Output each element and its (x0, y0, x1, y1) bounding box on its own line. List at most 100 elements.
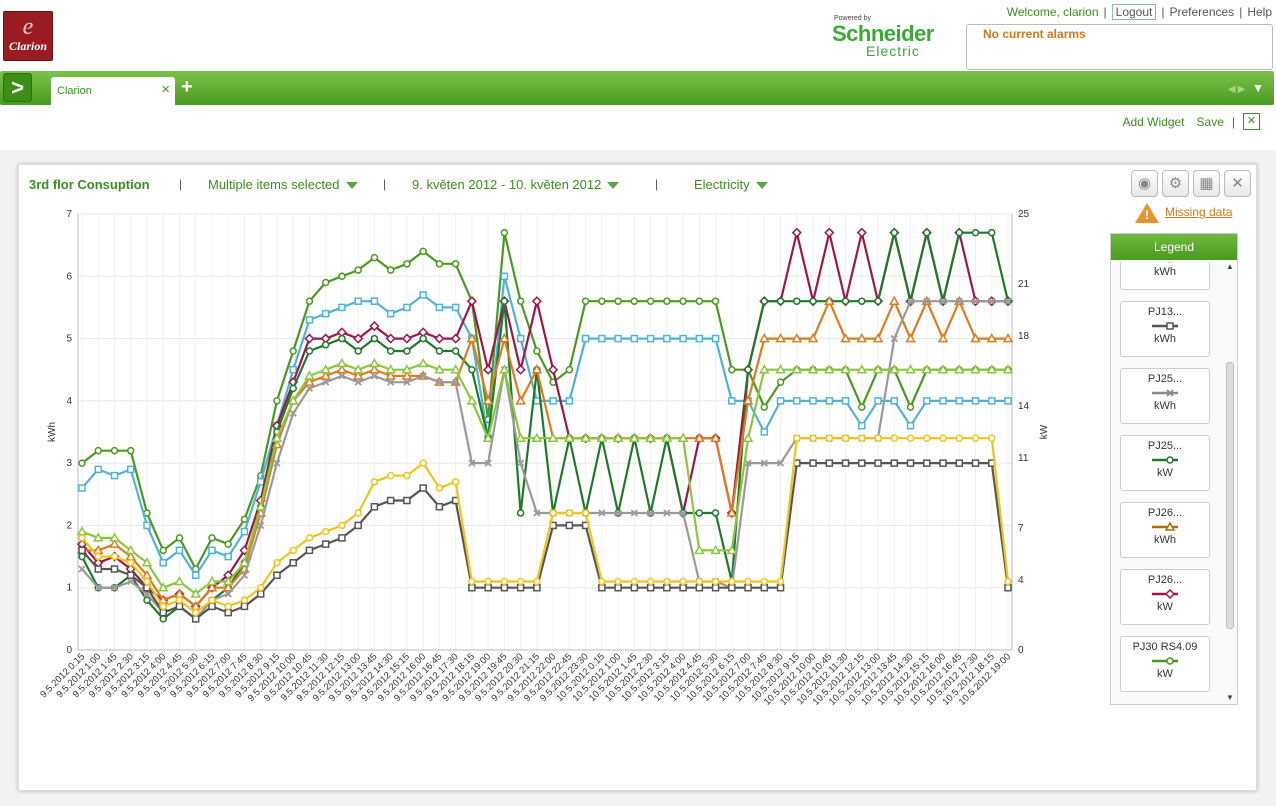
data-point (386, 471, 395, 480)
scroll-left-icon[interactable]: ◀ (1227, 84, 1238, 95)
nav-toggle-button[interactable]: > (3, 73, 32, 102)
logout-link[interactable]: Logout (1111, 4, 1157, 20)
close-widget-button[interactable]: ✕ (1224, 170, 1251, 197)
tab-menu-icon[interactable]: ▼ (1252, 81, 1266, 95)
view-button[interactable]: ◉ (1131, 170, 1158, 197)
data-point (403, 471, 411, 480)
data-point (94, 465, 102, 474)
data-point (793, 397, 801, 405)
add-widget-link[interactable]: Add Widget (1122, 114, 1185, 129)
data-point (385, 370, 396, 380)
data-point (614, 297, 622, 305)
data-point (793, 297, 801, 305)
data-point (419, 291, 427, 299)
date-range-dropdown[interactable]: 9. květen 2012 - 10. květen 2012 (412, 177, 620, 192)
data-point (906, 422, 915, 430)
y-tick-label: 3 (66, 458, 72, 469)
data-point (401, 333, 412, 344)
legend-scrollbar[interactable]: ▲ ▼ (1225, 262, 1235, 702)
data-point (191, 615, 200, 623)
data-point (386, 266, 395, 274)
data-point (78, 459, 86, 467)
data-point (679, 577, 687, 586)
data-point (435, 347, 444, 355)
data-point (531, 432, 543, 442)
legend-item[interactable]: PJ25... kWh (1120, 368, 1210, 424)
save-link[interactable]: Save (1196, 114, 1224, 129)
data-point (273, 397, 281, 405)
data-point (923, 297, 931, 305)
legend-item[interactable]: PJ13...kWh (1120, 301, 1210, 357)
data-point (710, 432, 721, 442)
data-point (222, 582, 234, 592)
legend-item[interactable]: PJ26... kW (1120, 569, 1210, 625)
data-point (533, 583, 541, 592)
data-point (598, 334, 606, 343)
data-point (614, 509, 622, 517)
chevron-down-icon (607, 182, 620, 190)
data-point (728, 365, 736, 374)
data-point (403, 303, 411, 312)
data-point (208, 534, 216, 542)
tab-clarion[interactable]: Clarion × (51, 77, 175, 105)
add-tab-button[interactable]: + (181, 76, 193, 98)
warning-icon: ! (1135, 203, 1159, 223)
data-point (435, 502, 444, 511)
scroll-up-icon[interactable]: ▲ (1226, 262, 1234, 271)
help-link[interactable]: Help (1247, 5, 1272, 19)
commodity-dropdown[interactable]: Electricity (694, 177, 768, 192)
data-point (905, 333, 916, 343)
scrollbar-thumb[interactable] (1226, 362, 1234, 629)
data-point (304, 370, 315, 380)
data-point (565, 521, 574, 530)
legend-item[interactable]: PJ26... kWh (1120, 502, 1210, 558)
data-point (939, 297, 947, 305)
data-point (354, 378, 362, 386)
data-point (971, 228, 980, 237)
data-point (321, 341, 330, 349)
legend-item[interactable]: PJ25... kW (1120, 435, 1210, 491)
data-point (858, 403, 866, 411)
chevron-down-icon (345, 182, 358, 190)
scroll-right-icon[interactable]: ▶ (1237, 84, 1248, 95)
data-point (791, 364, 803, 374)
data-point (321, 278, 330, 287)
data-point (565, 397, 574, 405)
chevron-right-icon: > (11, 75, 24, 100)
data-point (679, 509, 687, 517)
items-dropdown[interactable]: Multiple items selected (208, 177, 358, 192)
data-point (370, 372, 379, 380)
data-point (354, 266, 362, 274)
data-point (533, 509, 541, 517)
legend-item[interactable]: PJ30 RS4.09 kW (1120, 636, 1210, 692)
legend-item-name: PJ26... (1147, 574, 1183, 586)
data-point (598, 509, 606, 517)
scroll-down-icon[interactable]: ▼ (1226, 693, 1234, 702)
data-point (191, 571, 200, 580)
data-point (305, 534, 314, 542)
close-page-button[interactable]: ✕ (1243, 113, 1260, 130)
y2-tick-label: 18 (1018, 331, 1030, 342)
user-menu: Welcome, clarion | Logout | Preferences | Help (1007, 4, 1272, 22)
data-point (109, 532, 120, 542)
missing-data-link[interactable]: ! Missing data (1135, 203, 1232, 223)
data-point (564, 432, 575, 442)
data-point (224, 540, 232, 548)
layout-button[interactable]: ▦ (1193, 170, 1220, 197)
preferences-link[interactable]: Preferences (1169, 5, 1235, 19)
data-point (663, 334, 671, 343)
data-point (466, 333, 478, 343)
data-point (1004, 297, 1012, 305)
series-line (81, 362, 1008, 595)
data-point (256, 478, 265, 486)
tab-label: Clarion (57, 85, 92, 97)
data-point (94, 552, 102, 561)
settings-button[interactable]: ⚙ (1162, 170, 1189, 197)
legend-item[interactable]: PJ13...kWh (1120, 262, 1210, 290)
data-point (257, 521, 265, 530)
close-tab-icon[interactable]: × (161, 81, 170, 98)
series-line (81, 231, 1008, 571)
items-dropdown-label: Multiple items selected (208, 177, 340, 192)
data-point (955, 459, 964, 467)
